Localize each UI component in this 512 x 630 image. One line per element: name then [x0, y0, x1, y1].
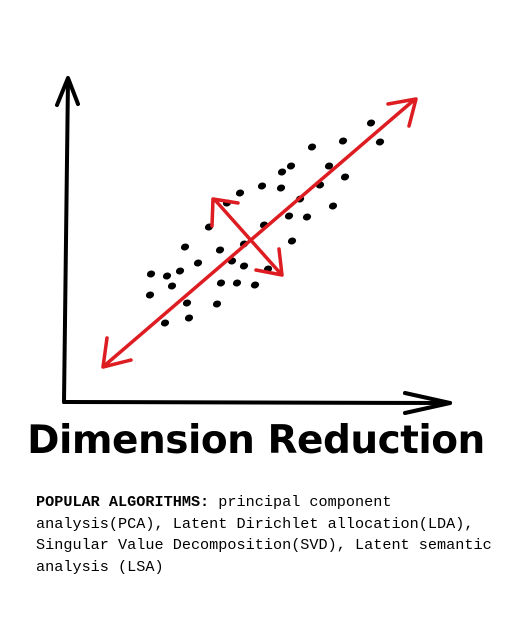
scatter-point [302, 213, 312, 221]
y-axis-line [62, 78, 70, 404]
scatter-point [239, 262, 249, 270]
secondary-arrowhead-upper [210, 197, 240, 228]
diagram-title: Dimension Reduction [27, 418, 485, 463]
scatter-point [366, 119, 376, 127]
scatter-point [286, 162, 296, 170]
scatter-point [276, 184, 286, 192]
scatter-point [250, 281, 260, 289]
scatter-points [145, 119, 385, 327]
secondary-axis-arrow [213, 198, 283, 276]
scatter-point [375, 138, 385, 146]
algorithms-caption: POPULAR ALGORITHMS: principal component … [36, 492, 496, 578]
scatter-point [340, 173, 350, 181]
scatter-point [307, 143, 317, 151]
scatter-diagram [55, 76, 452, 415]
caption-lead: POPULAR ALGORITHMS: [36, 493, 210, 511]
scatter-point [162, 272, 172, 280]
scatter-point [215, 246, 225, 254]
principal-arrowhead-upper [386, 97, 418, 128]
scatter-point [193, 259, 203, 267]
scatter-point [212, 300, 222, 308]
scatter-point [328, 202, 338, 210]
principal-component-arrows [101, 97, 418, 369]
scatter-point [287, 237, 297, 245]
scatter-point [232, 279, 242, 287]
caption-text: principal component analysis(PCA), Laten… [36, 493, 492, 576]
scatter-point [146, 270, 156, 278]
scatter-point [235, 189, 245, 197]
scatter-point [160, 319, 170, 327]
y-axis-arrowhead [55, 76, 80, 107]
scatter-point [167, 282, 177, 290]
scatter-point [216, 279, 226, 287]
scatter-point [175, 267, 185, 275]
principal-axis-arrow [102, 98, 416, 368]
scatter-point [338, 137, 348, 145]
scatter-point [182, 299, 192, 307]
scatter-point [180, 243, 190, 251]
scatter-point [145, 291, 155, 299]
scatter-point [324, 162, 334, 170]
scatter-point [284, 212, 294, 220]
scatter-point [184, 314, 194, 322]
x-axis-line [62, 400, 452, 405]
x-axis-arrowhead [403, 391, 452, 415]
secondary-arrowhead-lower [254, 247, 284, 277]
axes [55, 76, 452, 415]
scatter-point [277, 168, 287, 176]
scatter-point [257, 182, 267, 190]
principal-arrowhead-lower [101, 336, 133, 369]
